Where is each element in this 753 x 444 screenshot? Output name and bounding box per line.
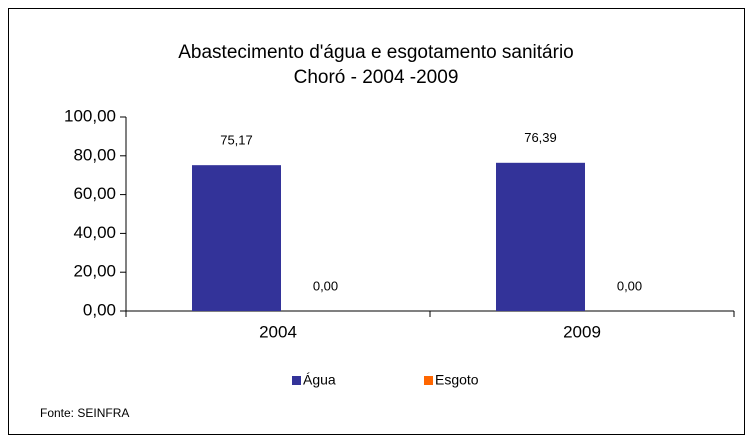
chart-subtitle: Choró - 2004 -2009 [294, 67, 459, 88]
y-tick-label: 40,00 [73, 223, 116, 242]
y-tick-label: 80,00 [73, 145, 116, 164]
legend-swatch [424, 376, 433, 385]
y-tick-label: 0,00 [83, 300, 116, 319]
y-tick-label: 100,00 [64, 106, 116, 125]
value-label: 0,00 [617, 278, 642, 293]
value-label: 75,17 [220, 133, 253, 148]
source: Fonte: SEINFRA [40, 406, 129, 420]
chart-border [8, 8, 745, 435]
legend-label: Esgoto [435, 372, 479, 388]
x-tick-label: 2009 [563, 322, 601, 341]
bar [496, 162, 585, 311]
legend-label: Água [303, 372, 336, 388]
x-tick-label: 2004 [259, 322, 297, 341]
value-label: 0,00 [313, 278, 338, 293]
value-label: 76,39 [524, 130, 557, 145]
chart-title: Abastecimento d'água e esgotamento sanit… [178, 42, 574, 63]
y-tick-label: 60,00 [73, 184, 116, 203]
legend-swatch [292, 376, 301, 385]
y-tick-label: 20,00 [73, 262, 116, 281]
bar [192, 165, 281, 311]
